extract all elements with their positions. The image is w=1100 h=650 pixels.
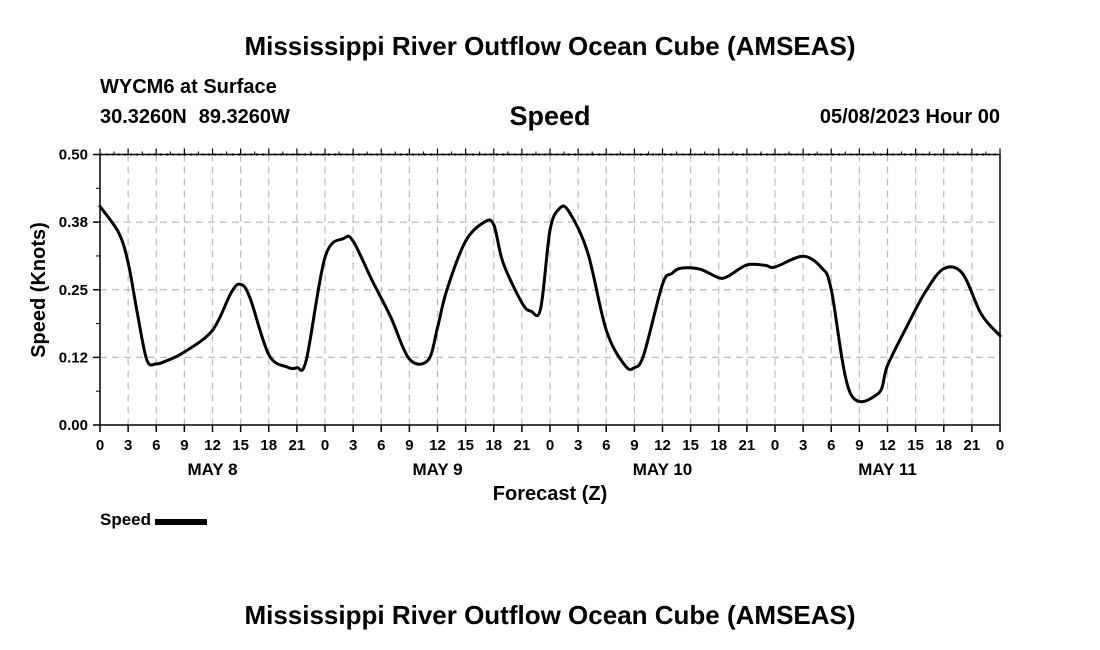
x-tick-label: 21 — [514, 437, 531, 454]
axis-ticks — [93, 148, 1001, 432]
x-tick-label: 18 — [485, 437, 502, 454]
x-tick-label: 9 — [405, 437, 413, 454]
speed-series-line — [98, 204, 1002, 404]
x-tick-label: 9 — [855, 437, 863, 454]
x-tick-label: 21 — [739, 437, 756, 454]
legend-label: Speed — [100, 510, 152, 529]
y-tick-label: 0.00 — [59, 417, 88, 434]
y-axis-label: Speed (Knots) — [28, 222, 50, 358]
x-tick-label: 15 — [907, 437, 924, 454]
legend-swatch — [155, 518, 208, 525]
day-labels: MAY 8 MAY 9 MAY 10 MAY 11 — [187, 460, 916, 479]
x-tick-label: 15 — [457, 437, 474, 454]
day-label: MAY 9 — [412, 460, 462, 479]
day-label: MAY 11 — [858, 460, 917, 479]
x-tick-label: 6 — [377, 437, 385, 454]
x-tick-label: 3 — [124, 437, 132, 454]
valid-time-label: 05/08/2023 Hour 00 — [819, 106, 1000, 128]
y-tick-label: 0.50 — [59, 147, 88, 164]
x-tick-label: 12 — [879, 437, 896, 454]
legend: Speed — [100, 510, 208, 530]
x-tick-label: 3 — [349, 437, 357, 454]
x-tick-label: 0 — [96, 437, 104, 454]
station-label: WYCM6 at Surface — [100, 76, 277, 98]
x-tick-label: 0 — [546, 437, 554, 454]
x-tick-label: 6 — [152, 437, 160, 454]
y-tick-labels: 0.00 0.12 0.25 0.38 0.50 — [59, 147, 88, 435]
y-tick-label: 0.12 — [59, 349, 88, 366]
x-axis-label: Forecast (Z) — [493, 483, 607, 505]
x-tick-label: 12 — [429, 437, 446, 454]
variable-title: Speed — [509, 101, 591, 131]
y-tick-label: 0.25 — [59, 282, 88, 299]
x-tick-label: 3 — [574, 437, 582, 454]
x-tick-label: 12 — [204, 437, 221, 454]
day-label: MAY 10 — [633, 460, 693, 479]
x-tick-label: 18 — [260, 437, 277, 454]
x-tick-label: 0 — [771, 437, 779, 454]
footer-title: Mississippi River Outflow Ocean Cube (AM… — [244, 600, 856, 630]
x-tick-label: 21 — [289, 437, 306, 454]
longitude-label: 89.3260W — [198, 106, 290, 128]
grid — [100, 153, 1000, 425]
x-tick-label: 6 — [827, 437, 835, 454]
x-tick-label: 0 — [996, 437, 1004, 454]
x-tick-label: 18 — [710, 437, 727, 454]
x-tick-label: 18 — [935, 437, 952, 454]
x-tick-label: 9 — [630, 437, 638, 454]
x-tick-label: 0 — [321, 437, 329, 454]
x-tick-label: 21 — [964, 437, 981, 454]
x-tick-label: 15 — [232, 437, 249, 454]
day-label: MAY 8 — [187, 460, 237, 479]
x-tick-label: 9 — [180, 437, 188, 454]
latitude-label: 30.3260N — [100, 106, 187, 128]
x-tick-label: 6 — [602, 437, 610, 454]
x-tick-label: 15 — [682, 437, 699, 454]
chart-title: Mississippi River Outflow Ocean Cube (AM… — [244, 31, 856, 61]
coordinates: 30.3260N 89.3260W — [100, 106, 290, 129]
y-tick-label: 0.38 — [59, 214, 88, 231]
x-tick-labels: 0 3 6 9 12 15 18 21 0 3 6 9 12 15 18 21 0 3 6 9 12 15 18 21 0 3 6 9… — [96, 437, 1004, 454]
x-tick-label: 12 — [654, 437, 671, 454]
x-tick-label: 3 — [799, 437, 807, 454]
